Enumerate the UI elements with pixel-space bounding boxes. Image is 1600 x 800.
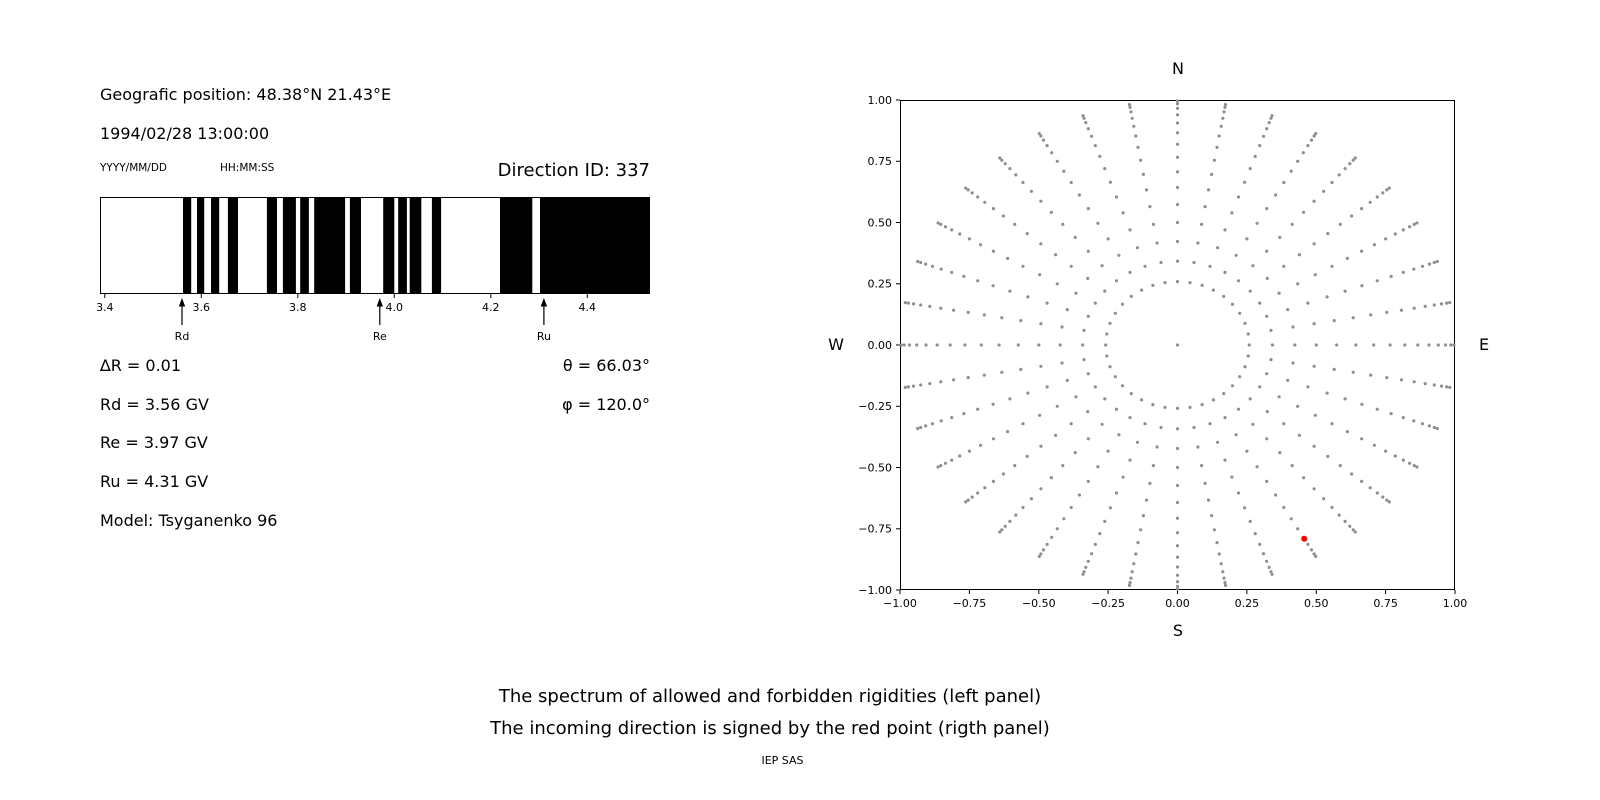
rigidity-spectrum-chart: 3.4 3.6 3.8 4.0 4.2 4.4 Rd Re Ru: [96, 197, 650, 343]
incoming-direction-point: [1301, 535, 1308, 542]
cutoff-marker-label: Ru: [537, 330, 551, 343]
forbidden-band: [227, 198, 238, 293]
cutoff-marker-label: Rd: [175, 330, 190, 343]
time-format-hint: HH:MM:SS: [220, 162, 275, 174]
x-tick-label: −0.75: [953, 597, 987, 610]
y-tick-label: −0.25: [858, 400, 892, 413]
x-tick-label: 3.4: [96, 301, 114, 314]
theta-value: θ = 66.03°: [562, 356, 650, 375]
y-tick-label: 0.00: [868, 339, 893, 352]
compass-west-label: W: [828, 335, 844, 354]
forbidden-band: [300, 198, 309, 293]
compass-east-label: E: [1478, 335, 1490, 354]
y-tick-label: 0.50: [868, 216, 893, 229]
x-tick-label: 3.6: [193, 301, 211, 314]
forbidden-band: [383, 198, 395, 293]
forbidden-band: [211, 198, 220, 293]
x-tick-label: −1.00: [883, 597, 917, 610]
y-tick-label: −0.50: [858, 461, 892, 474]
cutoff-marker-rd: Rd: [175, 298, 190, 343]
x-tick-label: −0.50: [1022, 597, 1056, 610]
cutoff-marker-ru: Ru: [537, 298, 551, 343]
x-tick-label: 0.25: [1235, 597, 1260, 610]
model-label: Model: Tsyganenko 96: [100, 511, 278, 530]
arrow-up-icon: [540, 298, 548, 307]
delta-r-value: ∆R = 0.01: [100, 356, 182, 375]
geographic-position-label: Geografic position: 48.38°N 21.43°E: [100, 85, 392, 104]
cutoff-marker-re: Re: [373, 298, 387, 343]
x-tick-label: 4.2: [482, 301, 500, 314]
x-tick-label: 0.50: [1304, 597, 1329, 610]
forbidden-band: [197, 198, 205, 293]
forbidden-band: [540, 198, 650, 293]
x-tick-label: 4.0: [386, 301, 404, 314]
y-tick-label: −0.75: [858, 523, 892, 536]
datetime-label: 1994/02/28 13:00:00: [100, 124, 270, 143]
direction-id-label: Direction ID: 337: [497, 160, 650, 181]
cutoff-marker-label: Re: [373, 330, 387, 343]
forbidden-band: [266, 198, 277, 293]
x-tick-label: 4.4: [579, 301, 597, 314]
caption-line-1: The spectrum of allowed and forbidden ri…: [498, 686, 1042, 707]
arrow-up-icon: [376, 298, 383, 307]
x-tick-label: 3.8: [289, 301, 307, 314]
x-tick-label: 1.00: [1443, 597, 1468, 610]
y-tick-label: 1.00: [868, 94, 893, 107]
ru-value: Ru = 4.31 GV: [100, 472, 209, 491]
direction-scatter-chart: −1.00 −0.75 −0.50 −0.25 0.00 0.25 0.50 0.75 1.00…: [858, 94, 1467, 610]
compass-north-label: N: [1172, 59, 1184, 78]
date-format-hint: YYYY/MM/DD: [100, 162, 168, 174]
y-tick-label: 0.75: [868, 155, 893, 168]
forbidden-band: [409, 198, 422, 293]
forbidden-band: [349, 198, 361, 293]
rd-value: Rd = 3.56 GV: [100, 395, 209, 414]
forbidden-band: [398, 198, 407, 293]
forbidden-band: [282, 198, 296, 293]
caption-line-2: The incoming direction is signed by the …: [490, 718, 1050, 739]
forbidden-band: [183, 198, 192, 293]
compass-south-label: S: [1172, 621, 1184, 640]
forbidden-band: [314, 198, 346, 293]
re-value: Re = 3.97 GV: [100, 433, 208, 452]
x-tick-label: 0.75: [1373, 597, 1398, 610]
y-tick-label: 0.25: [868, 278, 893, 291]
forbidden-band: [431, 198, 442, 293]
y-tick-label: −1.00: [858, 584, 892, 597]
credit-label: IEP SAS: [761, 754, 804, 767]
direction-grid-points: [899, 99, 1456, 591]
x-tick-label: 0.00: [1165, 597, 1190, 610]
phi-value: φ = 120.0°: [562, 395, 650, 414]
arrow-up-icon: [178, 298, 186, 307]
x-tick-label: −0.25: [1091, 597, 1125, 610]
forbidden-band: [500, 198, 533, 293]
